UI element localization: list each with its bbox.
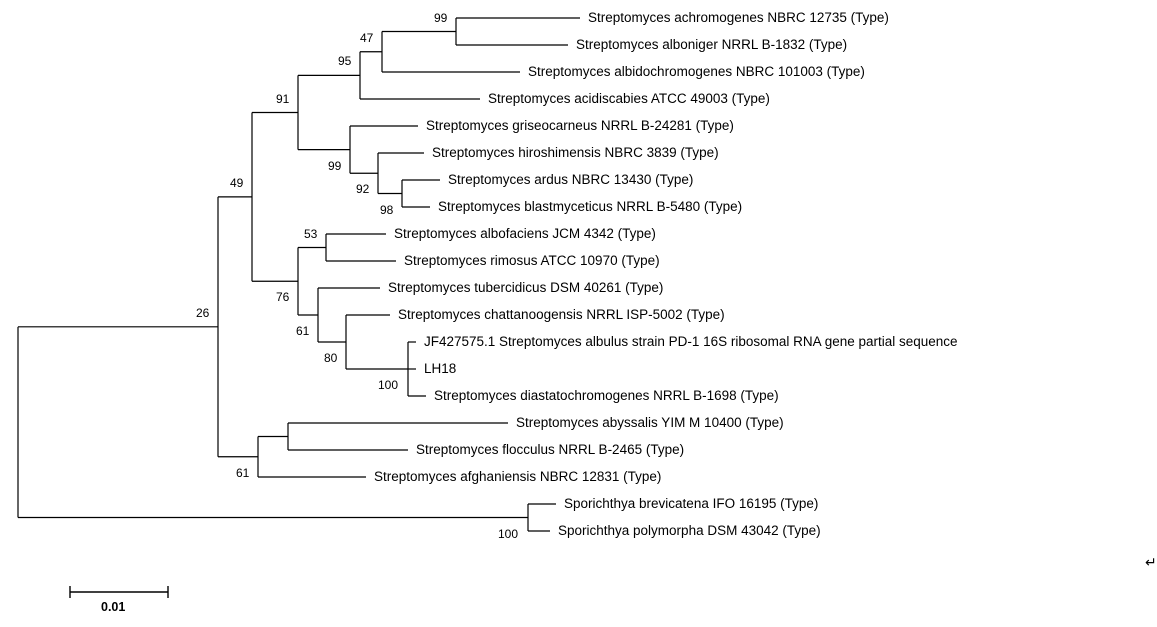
leaf-label: Sporichthya polymorpha DSM 43042 (Type): [558, 524, 821, 538]
bootstrap-value: 61: [236, 467, 249, 479]
leaf-label: Streptomyces afghaniensis NBRC 12831 (Ty…: [374, 470, 661, 484]
leaf-label: Streptomyces ardus NBRC 13430 (Type): [448, 173, 693, 187]
leaf-label: Sporichthya brevicatena IFO 16195 (Type): [564, 497, 818, 511]
leaf-label: Streptomyces tubercidicus DSM 40261 (Typ…: [388, 281, 663, 295]
leaf-label: Streptomyces abyssalis YIM M 10400 (Type…: [516, 416, 784, 430]
leaf-label: Streptomyces griseocarneus NRRL B-24281 …: [426, 119, 734, 133]
bootstrap-value: 92: [356, 183, 369, 195]
leaf-label: Streptomyces albidochromogenes NBRC 1010…: [528, 65, 865, 79]
leaf-label: Streptomyces diastatochromogenes NRRL B-…: [434, 389, 779, 403]
leaf-label: Streptomyces hiroshimensis NBRC 3839 (Ty…: [432, 146, 719, 160]
bootstrap-value: 61: [296, 325, 309, 337]
leaf-label: LH18: [424, 362, 456, 376]
bootstrap-value: 76: [276, 291, 289, 303]
paragraph-mark: ↵: [1145, 554, 1157, 571]
bootstrap-value: 49: [230, 177, 243, 189]
bootstrap-value: 100: [498, 528, 518, 540]
leaf-label: Streptomyces albofaciens JCM 4342 (Type): [394, 227, 656, 241]
bootstrap-value: 91: [276, 93, 289, 105]
leaf-label: Streptomyces chattanoogensis NRRL ISP-50…: [398, 308, 725, 322]
scale-bar-label: 0.01: [101, 600, 125, 614]
bootstrap-value: 80: [324, 352, 337, 364]
leaf-label: Streptomyces alboniger NRRL B-1832 (Type…: [576, 38, 847, 52]
bootstrap-value: 47: [360, 32, 373, 44]
leaf-label: Streptomyces flocculus NRRL B-2465 (Type…: [416, 443, 684, 457]
leaf-label: Streptomyces blastmyceticus NRRL B-5480 …: [438, 200, 742, 214]
bootstrap-value: 98: [380, 204, 393, 216]
bootstrap-value: 100: [378, 379, 398, 391]
bootstrap-value: 95: [338, 55, 351, 67]
leaf-label: JF427575.1 Streptomyces albulus strain P…: [424, 335, 958, 349]
leaf-label: Streptomyces rimosus ATCC 10970 (Type): [404, 254, 660, 268]
bootstrap-value: 53: [304, 228, 317, 240]
leaf-label: Streptomyces achromogenes NBRC 12735 (Ty…: [588, 11, 889, 25]
bootstrap-value: 99: [328, 160, 341, 172]
leaf-label: Streptomyces acidiscabies ATCC 49003 (Ty…: [488, 92, 770, 106]
bootstrap-value: 26: [196, 307, 209, 319]
bootstrap-value: 99: [434, 12, 447, 24]
